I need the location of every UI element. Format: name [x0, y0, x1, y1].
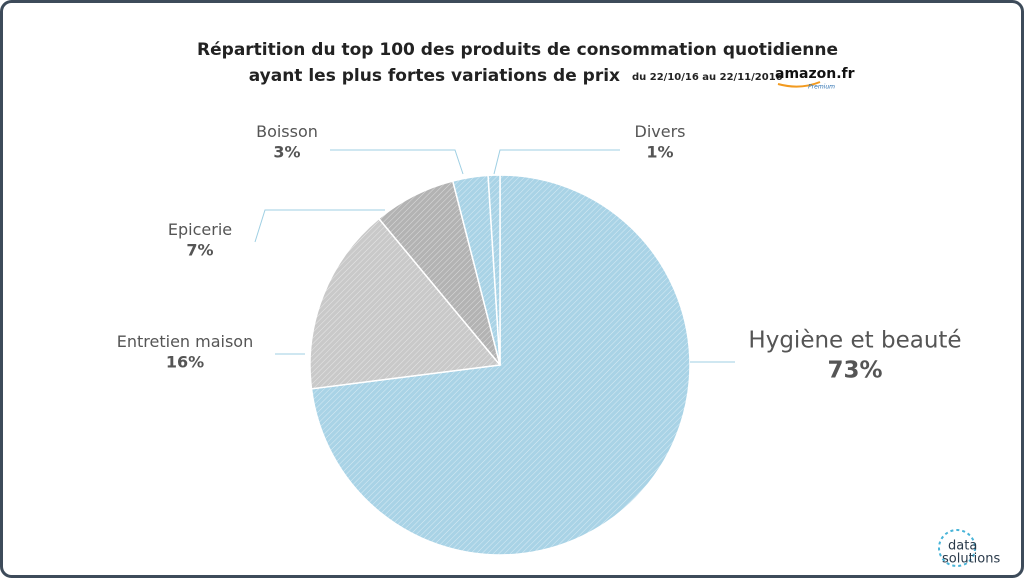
- slice-hatch: [488, 175, 500, 365]
- slice-label: Entretien maison: [117, 332, 253, 351]
- leader-line: [254, 209, 385, 243]
- amazon-logo: amazon.fr: [775, 66, 855, 82]
- slice-hatch: [378, 180, 500, 365]
- logo-text: data: [948, 539, 977, 554]
- leader-line: [493, 149, 620, 175]
- chart-title: Répartition du top 100 des produits de c…: [197, 40, 838, 60]
- logo-text: solutions: [942, 552, 1000, 567]
- logo-ring: [938, 529, 976, 567]
- value-label: 1%: [646, 143, 673, 162]
- chart-title: ayant les plus fortes variations de prix: [249, 66, 620, 86]
- slice-hatch: [310, 218, 500, 389]
- amazon-premium: Premium: [808, 84, 835, 91]
- leader-line: [330, 149, 464, 175]
- slice-label: Boisson: [256, 122, 318, 141]
- slice-label: Divers: [635, 122, 686, 141]
- value-label: 7%: [186, 241, 213, 260]
- amazon-smile: [777, 81, 821, 88]
- value-label: 3%: [273, 143, 300, 162]
- slice-label: Epicerie: [168, 220, 232, 239]
- slice-label: Hygiène et beauté: [748, 328, 961, 354]
- slice-hatch: [452, 175, 500, 365]
- value-label: 16%: [166, 353, 204, 372]
- chart-subtitle: du 22/10/16 au 22/11/2016: [632, 72, 783, 83]
- value-label: 73%: [827, 358, 882, 384]
